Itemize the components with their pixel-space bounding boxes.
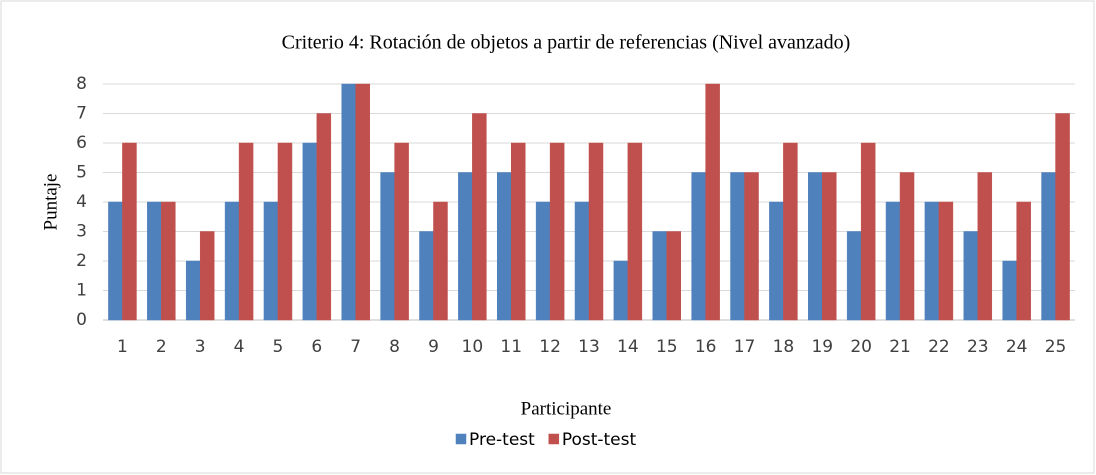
x-tick-label: 19 (811, 337, 833, 357)
x-tick-label: 5 (273, 337, 284, 357)
bar (496, 172, 512, 321)
bar (510, 142, 526, 321)
bar (433, 201, 448, 321)
x-tick-label: 10 (462, 337, 484, 357)
bar (744, 172, 759, 321)
bar (277, 142, 293, 321)
bar (691, 172, 706, 321)
bar (666, 231, 682, 321)
bar (1016, 201, 1031, 321)
bar (419, 231, 434, 321)
bar (885, 201, 901, 321)
bar (458, 172, 473, 321)
bar (161, 201, 176, 321)
y-tick-label: 5 (76, 163, 87, 183)
bar (963, 231, 979, 321)
bar (846, 231, 862, 321)
bar (122, 142, 137, 321)
bar (822, 172, 837, 321)
x-tick-label: 4 (234, 337, 245, 357)
bar (808, 172, 823, 321)
y-tick-label: 3 (76, 222, 87, 242)
x-tick-label: 9 (428, 337, 439, 357)
y-tick-label: 2 (76, 251, 87, 271)
bar (924, 201, 940, 321)
x-tick-label: 8 (389, 337, 400, 357)
bar (1002, 260, 1017, 321)
x-tick-label: 20 (850, 337, 872, 357)
bar (938, 201, 954, 321)
x-tick-label: 15 (656, 337, 678, 357)
x-tick-label: 23 (967, 337, 989, 357)
y-tick-label: 6 (76, 133, 87, 153)
x-tick-label: 16 (695, 337, 717, 357)
bar (977, 172, 993, 321)
bar (199, 231, 215, 321)
chart-title: Criterio 4: Rotación de objetos a partir… (282, 32, 851, 54)
bar (860, 142, 876, 321)
bar (185, 260, 201, 321)
x-tick-label: 2 (156, 337, 167, 357)
x-tick-label: 1 (117, 337, 128, 357)
x-tick-label: 12 (539, 337, 561, 357)
bar (705, 83, 720, 321)
x-tick-label: 17 (734, 337, 756, 357)
legend-label: Post-test (562, 430, 637, 450)
bar (1041, 172, 1056, 321)
bar (627, 142, 643, 321)
bar (574, 201, 590, 321)
y-tick-label: 1 (76, 281, 87, 301)
legend-label: Pre-test (469, 430, 535, 450)
bar (380, 172, 395, 321)
x-tick-label: 24 (1006, 337, 1028, 357)
x-axis-label: Participante (521, 398, 612, 419)
bar (355, 83, 370, 321)
bar (224, 201, 240, 321)
bar (147, 201, 162, 321)
bar (769, 201, 784, 321)
x-tick-label: 3 (195, 337, 206, 357)
y-tick-label: 4 (76, 192, 87, 212)
y-axis-label: Puntaje (40, 174, 61, 231)
bar (302, 142, 318, 321)
bar (549, 142, 565, 321)
legend-swatch (548, 433, 560, 445)
bar (613, 260, 629, 321)
x-tick-label: 13 (578, 337, 600, 357)
bar (899, 172, 915, 321)
bar (394, 142, 409, 321)
x-tick-label: 7 (350, 337, 361, 357)
x-tick-label: 14 (617, 337, 639, 357)
bar (316, 113, 332, 321)
bar (588, 142, 604, 321)
bar (341, 83, 356, 321)
y-tick-label: 7 (76, 104, 87, 124)
x-tick-label: 21 (889, 337, 911, 357)
x-tick-label: 18 (773, 337, 795, 357)
x-tick-label: 22 (928, 337, 950, 357)
bar (783, 142, 798, 321)
bar (1055, 113, 1070, 321)
bar (472, 113, 487, 321)
bar (263, 201, 279, 321)
x-tick-label: 6 (311, 337, 322, 357)
x-tick-label: 11 (500, 337, 522, 357)
y-tick-label: 8 (76, 74, 87, 94)
bar (535, 201, 551, 321)
bar (238, 142, 254, 321)
bar (730, 172, 745, 321)
y-tick-label: 0 (76, 310, 87, 330)
x-tick-label: 25 (1045, 337, 1067, 357)
bar (652, 231, 668, 321)
bar (108, 201, 123, 321)
legend-swatch (455, 433, 467, 445)
